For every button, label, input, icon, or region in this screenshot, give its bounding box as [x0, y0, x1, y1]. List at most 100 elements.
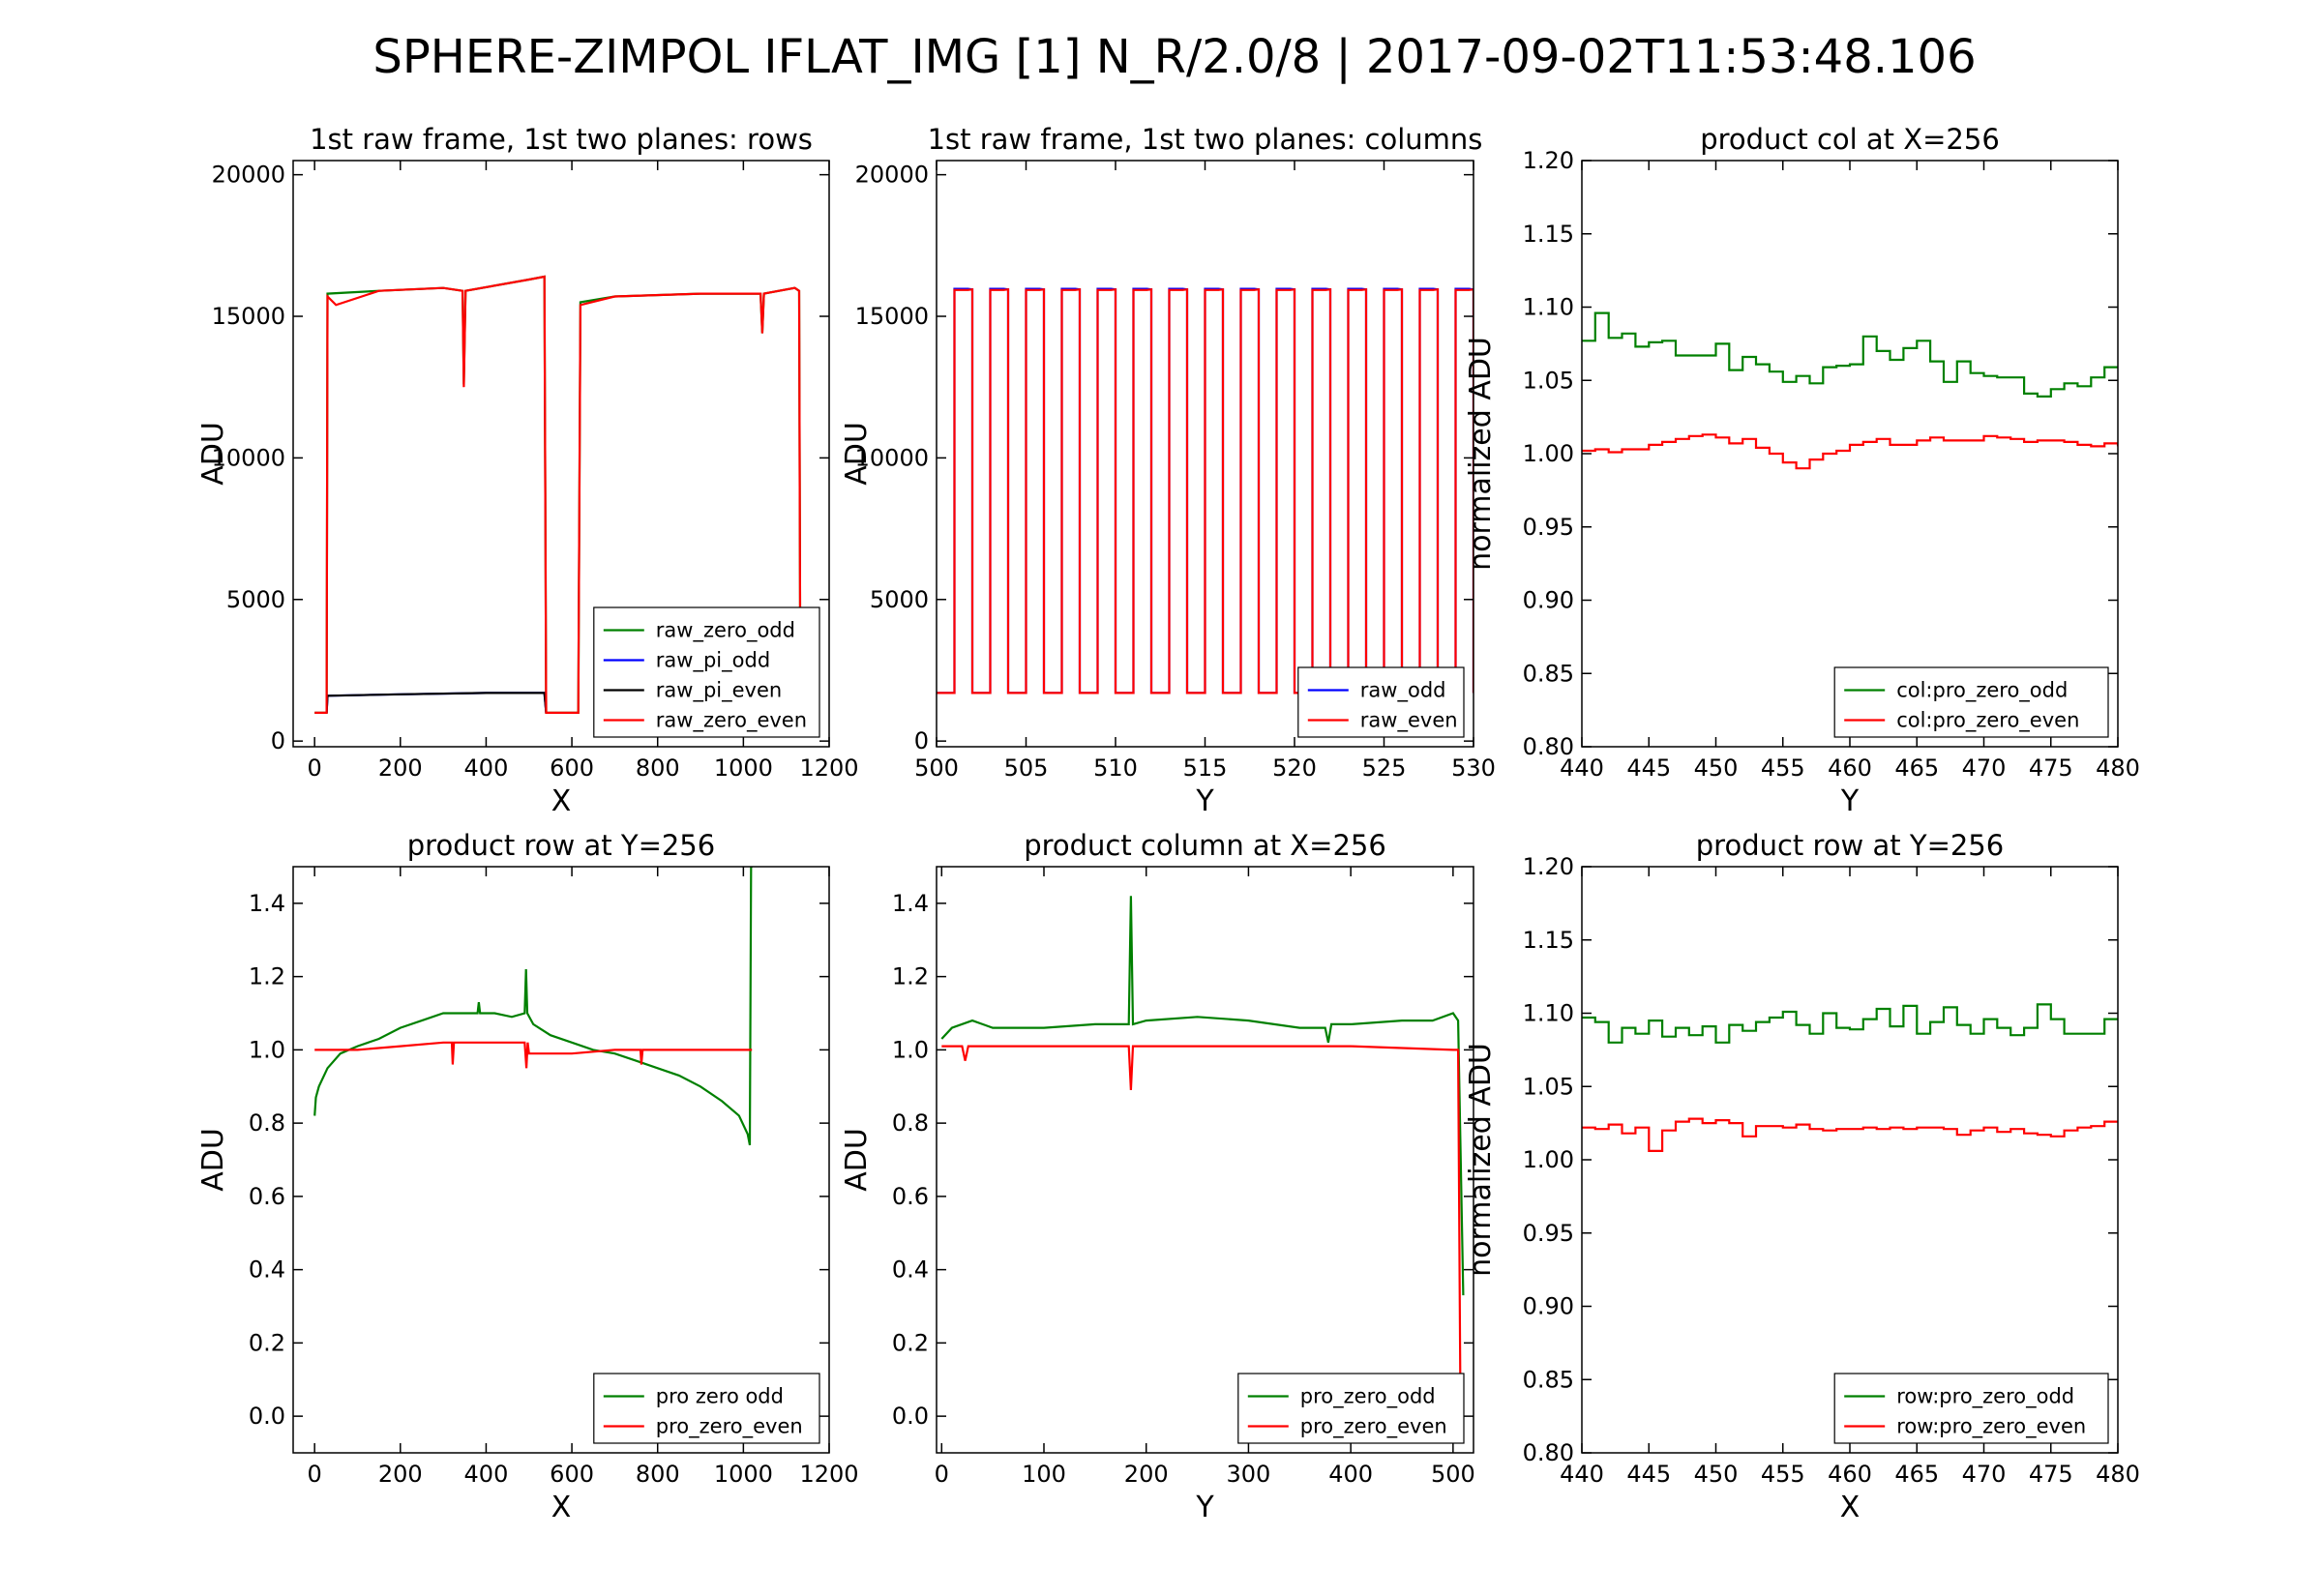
x-tick-label: 500 — [914, 754, 959, 782]
series-group — [940, 896, 1465, 1377]
x-tick-label: 0 — [308, 754, 322, 782]
legend-label: row:pro_zero_even — [1896, 1415, 2086, 1439]
panel-raw-rows: 1st raw frame, 1st two planes: rows 0 200 4… — [196, 123, 859, 818]
series-line-raw-odd — [937, 287, 1474, 695]
x-tick-label: 100 — [1022, 1461, 1066, 1488]
x-tick-label: 470 — [1962, 754, 2007, 782]
axes-frame — [1581, 160, 2119, 748]
y-tick-label: 1.20 — [1523, 853, 1574, 880]
y-tick-label: 1.2 — [892, 963, 929, 990]
y-axis-label: ADU — [196, 1128, 230, 1192]
series-line-pro-zero-even — [941, 1045, 1464, 1377]
x-tick-label: 450 — [1694, 754, 1739, 782]
y-tick-label: 1.4 — [892, 890, 929, 917]
legend-label: col:pro_zero_even — [1896, 709, 2079, 733]
y-tick-label: 15000 — [855, 303, 929, 330]
x-tick-label: 455 — [1761, 754, 1805, 782]
y-tick-label: 5000 — [226, 586, 285, 613]
legend-label: pro zero odd — [656, 1385, 784, 1408]
legend-box — [1237, 1373, 1465, 1444]
y-tick-label: 5000 — [870, 586, 929, 613]
y-tick-label: 0.85 — [1523, 1366, 1574, 1393]
x-tick-label: 460 — [1828, 1461, 1872, 1488]
series-line-raw-pi-even — [325, 692, 548, 713]
x-tick-label: 515 — [1183, 754, 1228, 782]
legend-label: raw_even — [1360, 709, 1458, 733]
series-group — [1582, 311, 2118, 470]
y-tick-label: 0.0 — [892, 1403, 929, 1430]
series-line-col-pro-zero-even — [1582, 433, 2118, 470]
y-tick-label: 0.6 — [892, 1183, 929, 1210]
panel-title: 1st raw frame, 1st two planes: columns — [928, 123, 1483, 156]
y-axis-label: normalized ADU — [1464, 1043, 1498, 1277]
legend-box — [593, 1373, 820, 1444]
legend-label: row:pro_zero_odd — [1896, 1385, 2074, 1409]
x-tick-label: 400 — [1328, 1461, 1373, 1488]
x-tick-label: 530 — [1451, 754, 1496, 782]
y-tick-label: 1.05 — [1523, 367, 1574, 394]
legend-box — [593, 606, 820, 738]
legend: col:pro_zero_odd col:pro_zero_even — [1833, 666, 2109, 738]
x-tick-label: 200 — [378, 754, 423, 782]
x-tick-label: 455 — [1761, 1461, 1805, 1488]
panel-raw-columns: 1st raw frame, 1st two planes: columns 50… — [840, 123, 1496, 818]
x-axis-label: Y — [1195, 784, 1214, 818]
legend-label: raw_zero_even — [656, 709, 807, 733]
y-axis-label: ADU — [840, 422, 874, 486]
x-tick-label: 400 — [464, 754, 509, 782]
x-tick-label: 480 — [2096, 1461, 2140, 1488]
y-tick-label: 0.2 — [249, 1329, 285, 1356]
series-group — [1582, 1003, 2118, 1152]
y-tick-label: 1.15 — [1523, 221, 1574, 248]
y-tick-label: 15000 — [212, 303, 285, 330]
figure-suptitle: SPHERE-ZIMPOL IFLAT_IMG [1] N_R/2.0/8 | … — [372, 30, 1976, 84]
axes-frame — [936, 866, 1474, 1454]
y-tick-label: 0.80 — [1523, 733, 1574, 760]
x-tick-label: 200 — [1124, 1461, 1169, 1488]
series-line-col-pro-zero-odd — [1582, 311, 2118, 398]
y-tick-label: 0.80 — [1523, 1439, 1574, 1466]
y-tick-label: 1.4 — [249, 890, 285, 917]
series-group — [313, 867, 753, 1146]
y-tick-label: 10000 — [212, 444, 285, 471]
x-tick-label: 600 — [550, 1461, 594, 1488]
legend-label: raw_zero_odd — [656, 619, 795, 643]
x-tick-label: 1200 — [799, 754, 858, 782]
y-tick-label: 0.8 — [249, 1109, 285, 1137]
x-tick-label: 445 — [1626, 754, 1671, 782]
axes-frame — [292, 160, 830, 748]
x-tick-label: 465 — [1894, 754, 1939, 782]
y-tick-label: 0.0 — [249, 1403, 285, 1430]
panel-product-col-zoom: product col at X=256 440 445 450 455 460 465 47… — [1464, 123, 2140, 818]
panels: 1st raw frame, 1st two planes: rows 0 200 4… — [196, 123, 2140, 1524]
panel-title: product row at Y=256 — [1696, 829, 2004, 862]
axes-frame — [1581, 866, 2119, 1454]
series-group — [314, 275, 804, 714]
x-tick-label: 200 — [378, 1461, 423, 1488]
x-tick-label: 800 — [636, 754, 680, 782]
series-group — [937, 287, 1474, 695]
y-tick-label: 1.05 — [1523, 1073, 1574, 1100]
x-tick-label: 1000 — [714, 754, 773, 782]
y-axis-label: ADU — [840, 1128, 874, 1192]
y-tick-label: 0 — [271, 727, 285, 754]
series-line-pro-zero-odd — [313, 867, 753, 1146]
x-tick-label: 800 — [636, 1461, 680, 1488]
legend: raw_odd raw_even — [1297, 666, 1465, 738]
x-tick-label: 520 — [1272, 754, 1317, 782]
y-tick-label: 0.95 — [1523, 1220, 1574, 1247]
x-tick-label: 400 — [464, 1461, 509, 1488]
y-tick-label: 0.8 — [892, 1109, 929, 1137]
x-tick-label: 600 — [550, 754, 594, 782]
x-tick-label: 1000 — [714, 1461, 773, 1488]
panel-title: product col at X=256 — [1700, 123, 2000, 156]
y-tick-label: 1.15 — [1523, 927, 1574, 954]
x-tick-label: 475 — [2029, 1461, 2073, 1488]
y-axis-label: normalized ADU — [1464, 337, 1498, 571]
x-tick-label: 0 — [935, 1461, 949, 1488]
series-line-raw-even — [937, 287, 1474, 695]
x-tick-label: 0 — [308, 1461, 322, 1488]
x-axis-label: X — [1840, 1491, 1861, 1524]
legend-label: pro_zero_even — [1300, 1415, 1447, 1439]
y-tick-label: 1.00 — [1523, 1146, 1574, 1173]
